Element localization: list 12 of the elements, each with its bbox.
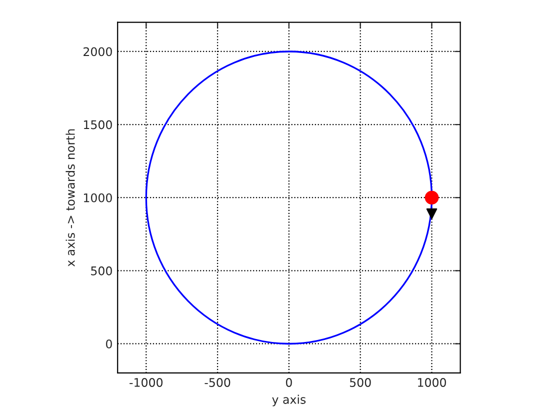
y-tick-label: 1000	[84, 193, 112, 202]
x-tick-label: 0	[286, 378, 292, 387]
x-tick-label: 1000	[418, 378, 446, 387]
y-axis-title: x axis -> towards north	[66, 129, 75, 267]
x-tick-label: -1000	[130, 378, 163, 387]
x-tick-label: 500	[350, 378, 371, 387]
x-axis-title: y axis	[272, 394, 306, 406]
y-tick-label: 1500	[84, 120, 112, 130]
y-tick-label: 2000	[84, 47, 112, 56]
y-tick-label: 500	[91, 266, 112, 276]
x-tick-label: -500	[204, 378, 230, 387]
y-tick-label: 0	[106, 339, 112, 348]
